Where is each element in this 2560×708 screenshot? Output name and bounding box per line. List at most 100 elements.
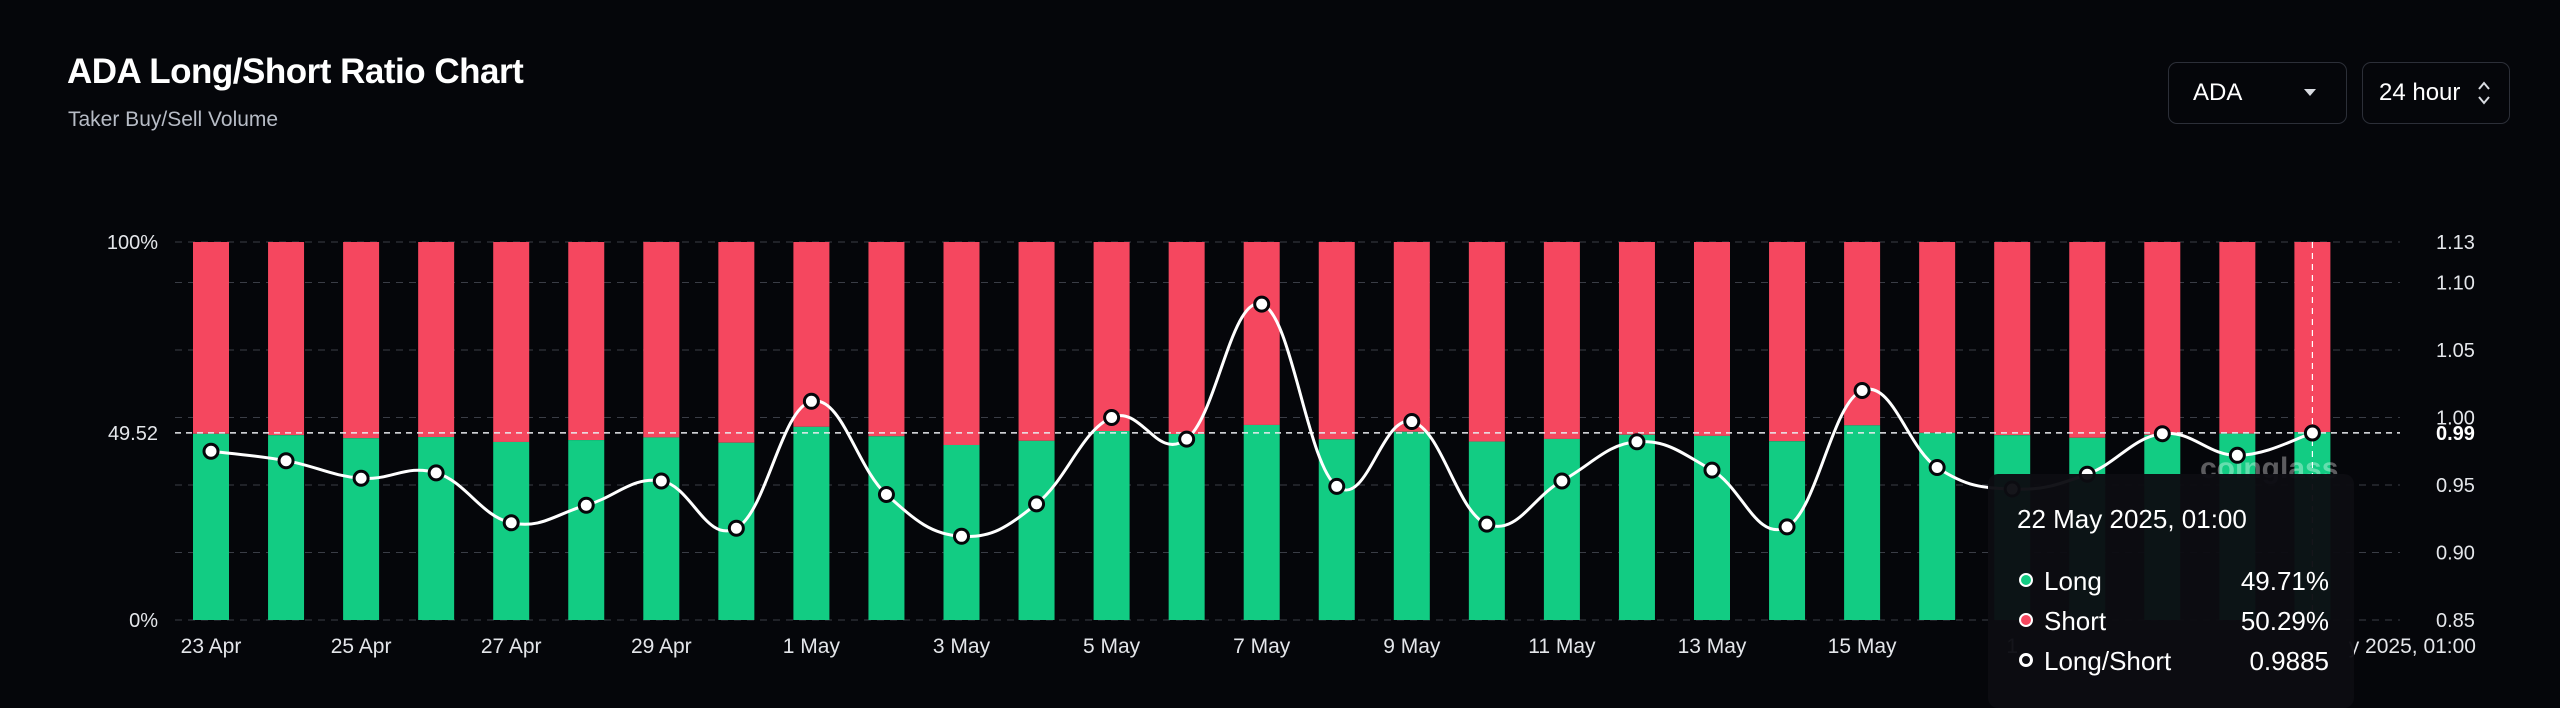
updown-chevron-icon (2478, 81, 2490, 105)
long-bar (1018, 440, 1055, 620)
short-bar (1318, 242, 1355, 440)
x-axis-tick: 5 May (1083, 635, 1141, 658)
asset-select-value: ADA (2193, 79, 2243, 106)
long-bar (1618, 434, 1655, 620)
right-axis-tick: 1.00 (2436, 408, 2475, 430)
ratio-point (877, 485, 895, 503)
short-bar (2219, 242, 2256, 434)
tooltip-value: 50.29% (2240, 606, 2329, 636)
long-bar (193, 433, 229, 620)
short-bar (2144, 242, 2181, 435)
x-axis-tick: 11 May (1528, 635, 1596, 658)
tooltip: 22 May 2025, 01:00 Long 49.71% Short 50.… (1988, 474, 2354, 708)
long-bar (1393, 431, 1430, 620)
short-bar (868, 242, 905, 437)
x-axis-tick: 1 May (783, 635, 841, 658)
tooltip-label: Long/Short (2044, 646, 2172, 676)
short-bar (1243, 242, 1280, 425)
short-bar (1694, 242, 1730, 436)
ratio-point (2153, 425, 2171, 443)
short-bar (943, 242, 980, 445)
right-axis-tick: 0.90 (2436, 543, 2475, 565)
reference-line-label: 0.99 (2436, 423, 2475, 445)
tooltip-value: 0.9885 (2249, 646, 2329, 676)
x-axis-tick: y 2025, 01:00 (2349, 635, 2476, 658)
right-axis-tick: 0.85 (2436, 610, 2475, 632)
period-select-value: 24 hour (2379, 79, 2461, 106)
ratio-point (577, 496, 595, 514)
short-bar (1018, 242, 1055, 441)
ratio-point (352, 469, 370, 487)
long-bar (1168, 434, 1205, 620)
right-axis-tick: 1.05 (2436, 340, 2475, 362)
ratio-point (1628, 433, 1646, 451)
short-bar (2294, 242, 2331, 433)
x-axis-tick: 9 May (1383, 635, 1441, 658)
x-axis-tick: 3 May (933, 635, 991, 658)
axes-layer: 100% 49.52 0% 1.13 1.10 1.05 1.00 0.95 0.90 0.85 0… (107, 232, 2476, 658)
tooltip-date: 22 May 2025, 01:00 (2017, 504, 2247, 534)
x-axis-tick: 23 Apr (181, 635, 242, 658)
ratio-point (1703, 461, 1721, 479)
x-axis-tick: 29 Apr (631, 635, 692, 658)
x-axis-tick: 15 May (1828, 635, 1897, 658)
right-axis-tick: 0.95 (2436, 475, 2475, 497)
tooltip-row-long: Long 49.71% (2019, 564, 2329, 596)
grid-lines (175, 241, 2400, 621)
long-bar (343, 438, 380, 620)
short-dot-icon (2019, 613, 2033, 627)
long-dot-icon (2019, 573, 2033, 587)
left-axis-tick: 49.52 (108, 423, 158, 445)
asset-select[interactable]: ADA (2168, 62, 2347, 124)
right-axis-tick: 1.10 (2436, 273, 2475, 295)
ratio-point (502, 514, 520, 532)
short-bar (643, 242, 680, 438)
short-bar (343, 242, 380, 439)
x-axis-tick: 25 Apr (331, 635, 392, 658)
ratio-point (1328, 477, 1346, 495)
ratio-point (727, 519, 745, 537)
tooltip-row-short: Short 50.29% (2019, 604, 2329, 636)
short-bar (1168, 242, 1205, 435)
chart-subtitle: Taker Buy/Sell Volume (68, 108, 279, 131)
ratio-point (1778, 518, 1796, 536)
short-bar (493, 242, 530, 442)
short-bar (1994, 242, 2031, 436)
short-bar (1543, 242, 1580, 439)
ratio-point (1103, 409, 1121, 426)
x-axis-tick: 27 Apr (481, 635, 542, 658)
ratio-point (1178, 430, 1196, 448)
short-bar (1618, 242, 1655, 435)
ratio-point (202, 442, 220, 460)
short-bar (1769, 242, 1806, 442)
x-axis-tick: 7 May (1233, 635, 1291, 658)
ratio-point (1028, 495, 1046, 513)
short-bar (418, 242, 455, 438)
chart-title: ADA Long/Short Ratio Chart (67, 52, 524, 91)
long-bar (1243, 424, 1280, 620)
ratio-point (1928, 458, 1946, 476)
ratio-point (2228, 446, 2246, 464)
short-bar (1919, 242, 1956, 433)
long-bar (868, 436, 905, 620)
ratio-point (427, 464, 445, 482)
period-select[interactable]: 24 hour (2362, 62, 2510, 124)
tooltip-value: 49.71% (2240, 566, 2329, 596)
ratio-point (802, 392, 820, 410)
long-bar (643, 437, 680, 620)
short-bar (1093, 242, 1130, 431)
short-bar (1393, 242, 1430, 432)
short-bar (568, 242, 605, 441)
left-axis-tick: 0% (129, 610, 158, 632)
short-bar (718, 242, 755, 443)
short-bar (2069, 242, 2106, 438)
tooltip-label: Long (2044, 566, 2102, 596)
tooltip-row-ratio: Long/Short 0.9885 (2019, 644, 2329, 676)
long-bar (568, 440, 605, 620)
ratio-point (953, 527, 970, 545)
right-axis-tick: 1.13 (2436, 232, 2475, 254)
ratio-point (1403, 413, 1421, 431)
long-bar (793, 426, 830, 620)
ratio-point (652, 472, 670, 490)
left-axis-tick: 100% (107, 232, 158, 254)
